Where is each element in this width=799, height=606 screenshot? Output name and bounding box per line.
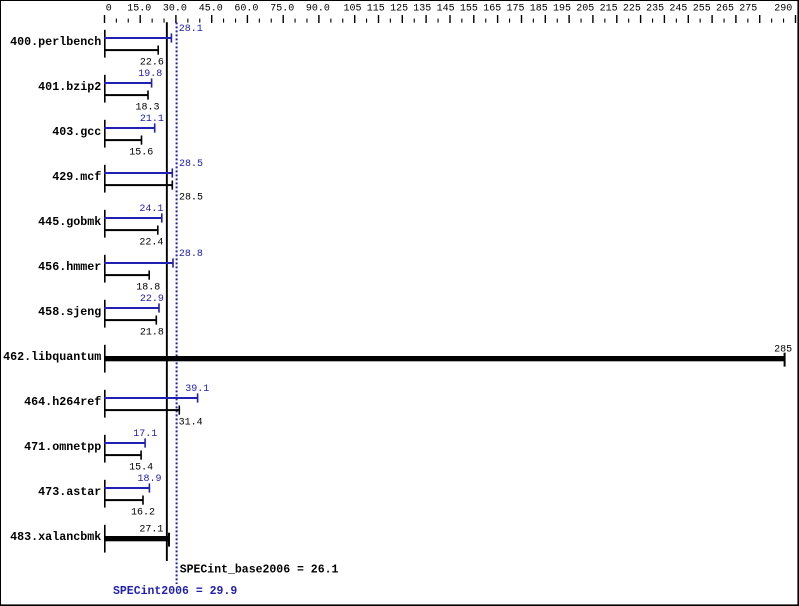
svg-text:445.gobmk: 445.gobmk <box>38 215 101 229</box>
svg-text:75.0: 75.0 <box>270 4 294 15</box>
svg-text:16.2: 16.2 <box>131 507 155 518</box>
svg-text:18.9: 18.9 <box>138 474 162 485</box>
svg-text:31.4: 31.4 <box>179 417 203 428</box>
svg-text:401.bzip2: 401.bzip2 <box>38 80 101 94</box>
svg-text:21.8: 21.8 <box>140 327 164 338</box>
svg-text:60.0: 60.0 <box>234 4 258 15</box>
svg-text:28.8: 28.8 <box>179 249 203 260</box>
svg-text:235: 235 <box>646 4 664 15</box>
svg-text:45.0: 45.0 <box>199 4 223 15</box>
svg-text:18.8: 18.8 <box>136 282 160 293</box>
svg-text:28.5: 28.5 <box>179 159 203 170</box>
svg-text:462.libquantum: 462.libquantum <box>3 350 101 364</box>
svg-text:17.1: 17.1 <box>133 429 157 440</box>
svg-text:30.0: 30.0 <box>163 4 187 15</box>
svg-text:290: 290 <box>774 4 792 15</box>
svg-text:429.mcf: 429.mcf <box>52 170 101 184</box>
svg-text:456.hmmer: 456.hmmer <box>38 260 101 274</box>
svg-text:115: 115 <box>367 4 385 15</box>
svg-text:15.4: 15.4 <box>129 462 153 473</box>
svg-text:285: 285 <box>774 344 792 355</box>
svg-text:275: 275 <box>739 4 757 15</box>
svg-text:28.5: 28.5 <box>179 192 203 203</box>
svg-text:19.8: 19.8 <box>138 69 162 80</box>
svg-text:15.6: 15.6 <box>129 147 153 158</box>
svg-text:39.1: 39.1 <box>185 384 209 395</box>
svg-text:245: 245 <box>669 4 687 15</box>
svg-text:24.1: 24.1 <box>139 204 163 215</box>
svg-text:400.perlbench: 400.perlbench <box>10 35 101 49</box>
svg-text:185: 185 <box>530 4 548 15</box>
svg-text:458.sjeng: 458.sjeng <box>38 305 101 319</box>
svg-text:255: 255 <box>693 4 711 15</box>
svg-text:145: 145 <box>437 4 455 15</box>
svg-text:105: 105 <box>343 4 361 15</box>
svg-text:0: 0 <box>106 4 112 15</box>
svg-text:165: 165 <box>483 4 501 15</box>
svg-text:18.3: 18.3 <box>136 102 160 113</box>
svg-text:21.1: 21.1 <box>140 114 164 125</box>
svg-text:195: 195 <box>553 4 571 15</box>
svg-text:225: 225 <box>623 4 641 15</box>
svg-text:22.9: 22.9 <box>140 294 164 305</box>
svg-text:471.omnetpp: 471.omnetpp <box>24 440 101 454</box>
svg-text:27.1: 27.1 <box>139 524 163 535</box>
svg-text:28.1: 28.1 <box>179 24 203 35</box>
svg-text:215: 215 <box>600 4 618 15</box>
svg-text:22.4: 22.4 <box>139 237 163 248</box>
svg-text:15.0: 15.0 <box>127 4 151 15</box>
svg-text:483.xalancbmk: 483.xalancbmk <box>10 530 101 544</box>
svg-text:403.gcc: 403.gcc <box>52 125 101 139</box>
svg-text:22.6: 22.6 <box>140 57 164 68</box>
svg-text:205: 205 <box>576 4 594 15</box>
svg-text:90.0: 90.0 <box>306 4 330 15</box>
svg-text:265: 265 <box>716 4 734 15</box>
svg-text:473.astar: 473.astar <box>38 485 101 499</box>
svg-text:135: 135 <box>413 4 431 15</box>
svg-text:125: 125 <box>390 4 408 15</box>
svg-text:175: 175 <box>506 4 524 15</box>
svg-text:SPECint2006 = 29.9: SPECint2006 = 29.9 <box>113 585 237 598</box>
svg-text:SPECint_base2006 = 26.1: SPECint_base2006 = 26.1 <box>180 564 339 577</box>
svg-text:155: 155 <box>460 4 478 15</box>
svg-text:464.h264ref: 464.h264ref <box>24 395 101 409</box>
